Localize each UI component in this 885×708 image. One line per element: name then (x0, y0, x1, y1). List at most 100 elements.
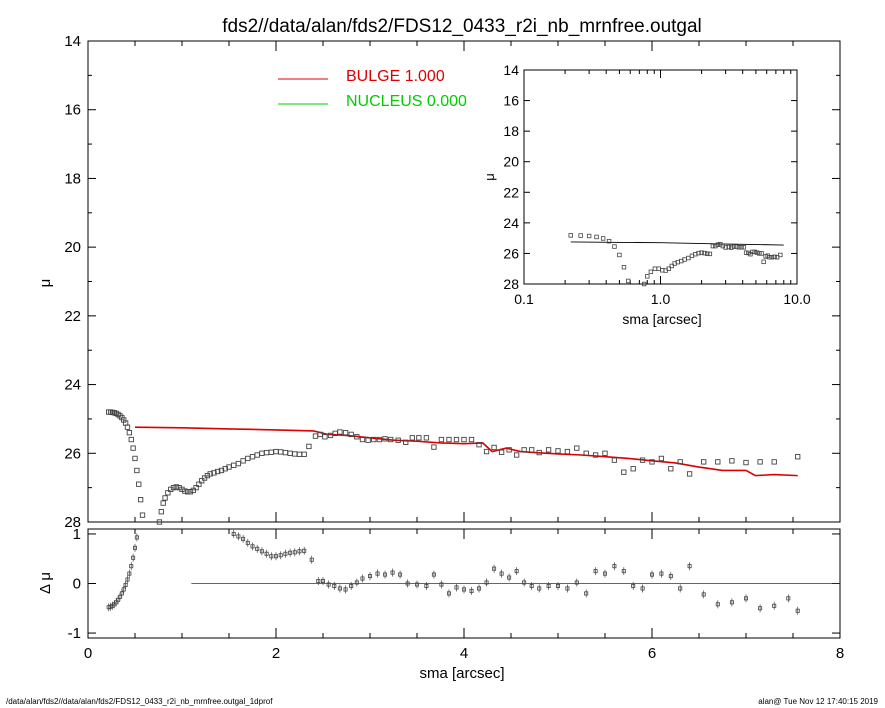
bulge-model-series (134, 426, 798, 477)
inset-y-tick-label: 28 (503, 276, 519, 292)
residual-point (288, 550, 293, 555)
inset-panel: 14 16 18 20 22 24 26 28 0.1 1.0 10.0 μ sma [arcse… (482, 62, 811, 327)
residual-point (269, 554, 274, 559)
residual-series (106, 529, 800, 615)
inset-observed-point (761, 259, 766, 265)
residual-point (659, 571, 664, 576)
observed-point (136, 481, 142, 487)
observed-point (491, 444, 497, 451)
main-y-axis-label: μ (37, 279, 54, 288)
observed-point (371, 436, 377, 443)
observed-point (268, 449, 274, 455)
legend-bulge-label: BULGE 1.000 (346, 68, 445, 85)
observed-point (729, 458, 735, 464)
observed-point (254, 452, 260, 458)
observed-point (677, 459, 683, 465)
legend-nucleus-label: NUCLEUS 0.000 (346, 93, 467, 110)
inset-observed-point (752, 249, 757, 255)
residual-point (574, 580, 579, 585)
observed-point (701, 459, 707, 465)
observed-point (222, 466, 228, 472)
residual-x-tick-label: 6 (648, 645, 656, 662)
observed-point (207, 471, 213, 477)
inset-x-tick-label: 10.0 (783, 291, 810, 307)
residual-point (446, 591, 451, 596)
inset-y-tick-label: 24 (503, 215, 519, 231)
observed-point (658, 455, 665, 462)
residual-point (772, 603, 777, 608)
residual-point (320, 579, 325, 584)
inset-observed-point (772, 254, 777, 259)
observed-point (342, 430, 349, 436)
inset-y-tick-label: 18 (503, 123, 519, 139)
residual-point (302, 548, 307, 553)
residual-x-axis-label: sma [arcsec] (419, 665, 504, 682)
residual-point (668, 574, 673, 579)
observed-point (630, 466, 636, 472)
residual-point (461, 587, 466, 592)
inset-observed-point (696, 250, 701, 256)
observed-point (365, 437, 371, 443)
observed-point (602, 450, 608, 456)
observed-point (282, 449, 289, 456)
residual-point (631, 583, 636, 588)
observed-point (322, 434, 328, 440)
observed-point (287, 450, 293, 456)
observed-point (513, 452, 520, 458)
inset-observed-point (767, 255, 772, 260)
residual-point (439, 582, 444, 587)
inset-observed-point (705, 251, 710, 256)
observed-point (196, 481, 202, 487)
observed-point (176, 484, 182, 491)
residual-point (546, 583, 551, 588)
residual-point (250, 544, 255, 549)
residual-point (414, 582, 419, 587)
observed-point (292, 451, 298, 457)
observed-point (771, 459, 777, 465)
observed-point (124, 424, 131, 430)
residual-point (499, 571, 504, 576)
residual-point (537, 586, 542, 591)
residual-point (273, 554, 278, 559)
observed-point (199, 478, 205, 484)
residual-point (701, 592, 706, 597)
residual-point (431, 572, 436, 577)
inset-observed-point (713, 243, 718, 249)
inset-observed-point (736, 245, 742, 250)
observed-point (639, 457, 646, 463)
observed-point (249, 454, 256, 460)
footer-user-timestamp: alan@ Tue Nov 12 17:40:15 2019 (758, 697, 878, 706)
residual-y-tick-label: 0 (73, 576, 81, 593)
residual-point (259, 549, 264, 554)
observed-point (156, 519, 163, 525)
inset-y-tick-label: 26 (503, 245, 519, 261)
inset-observed-point (778, 252, 783, 258)
inset-observed-point (734, 244, 739, 249)
residual-point (650, 572, 655, 577)
inset-y-tick-label: 22 (503, 184, 519, 200)
residual-point (715, 602, 720, 607)
residual-point (744, 596, 749, 601)
main-y-tick-label: 20 (64, 239, 81, 256)
observed-point (173, 484, 180, 490)
inset-observed-point (731, 244, 737, 249)
inset-observed-point (666, 266, 671, 271)
residual-point (367, 574, 372, 579)
observed-point (211, 470, 217, 476)
observed-point (529, 447, 535, 453)
legend: BULGE 1.000 NUCLEUS 0.000 (278, 68, 467, 110)
observed-point (160, 500, 166, 506)
observed-point (686, 471, 693, 477)
residual-x-tick-label: 0 (84, 645, 92, 662)
observed-point (461, 436, 467, 443)
observed-point (715, 459, 721, 465)
inset-observed-point (759, 251, 764, 256)
residual-point (492, 566, 497, 571)
observed-point (259, 450, 265, 456)
main-panel: 14 16 18 20 22 24 26 28 μ BULGE 1.000 NUCLEUS 0… (37, 33, 841, 531)
residual-x-tick-label: 4 (460, 645, 468, 662)
observed-point (139, 512, 146, 518)
residual-point (522, 580, 527, 585)
footer-file-path: /data/alan/fds2//data/alan/fds2/FDS12_04… (6, 697, 273, 706)
bulge-model-line (134, 426, 798, 477)
